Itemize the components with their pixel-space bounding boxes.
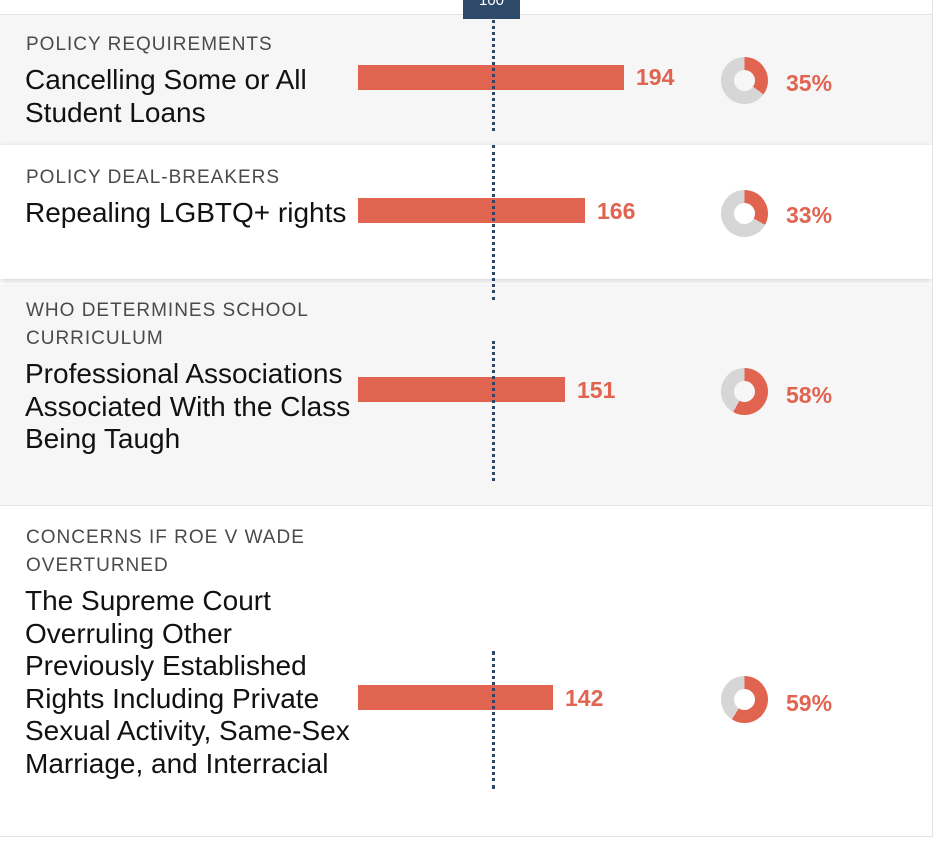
list-item: POLICY DEAL-BREAKERS Repealing LGBTQ+ ri… bbox=[0, 145, 932, 300]
donut-chart-icon bbox=[721, 190, 768, 237]
share-percent: 35% bbox=[786, 70, 833, 96]
row-label: Professional Associations Associated Wit… bbox=[25, 358, 351, 454]
row-category: CONCERNS IF ROE V WADE OVERTURNED bbox=[26, 527, 305, 576]
reference-badge: 100 bbox=[463, 0, 520, 19]
row-category: POLICY REQUIREMENTS bbox=[26, 34, 273, 55]
row-label: The Supreme Court Overruling Other Previ… bbox=[25, 585, 350, 779]
list-item: WHO DETERMINES SCHOOL CURRICULUM Profess… bbox=[0, 285, 932, 505]
index-value: 151 bbox=[577, 377, 616, 403]
index-bar bbox=[358, 685, 553, 710]
donut-chart-icon bbox=[721, 368, 768, 415]
index-value: 166 bbox=[597, 198, 636, 224]
share-percent: 58% bbox=[786, 382, 833, 408]
reference-line bbox=[492, 145, 495, 300]
share-percent: 59% bbox=[786, 690, 833, 716]
reference-line bbox=[492, 15, 495, 131]
index-value: 142 bbox=[565, 685, 604, 711]
list-item: CONCERNS IF ROE V WADE OVERTURNED The Su… bbox=[0, 505, 932, 836]
index-value: 194 bbox=[636, 64, 675, 90]
list-item: POLICY REQUIREMENTS Cancelling Some or A… bbox=[0, 15, 932, 145]
donut-chart-icon bbox=[721, 676, 768, 723]
share-percent: 33% bbox=[786, 202, 833, 228]
row-label: Cancelling Some or All Student Loans bbox=[25, 64, 307, 128]
reference-line bbox=[492, 341, 495, 481]
index-bar bbox=[358, 377, 565, 402]
donut-chart-icon bbox=[721, 57, 768, 104]
reference-line bbox=[492, 651, 495, 789]
index-bar bbox=[358, 198, 585, 223]
row-category: WHO DETERMINES SCHOOL CURRICULUM bbox=[26, 300, 309, 349]
row-category: POLICY DEAL-BREAKERS bbox=[26, 167, 281, 188]
row-label: Repealing LGBTQ+ rights bbox=[25, 197, 347, 228]
index-bar bbox=[358, 65, 624, 90]
